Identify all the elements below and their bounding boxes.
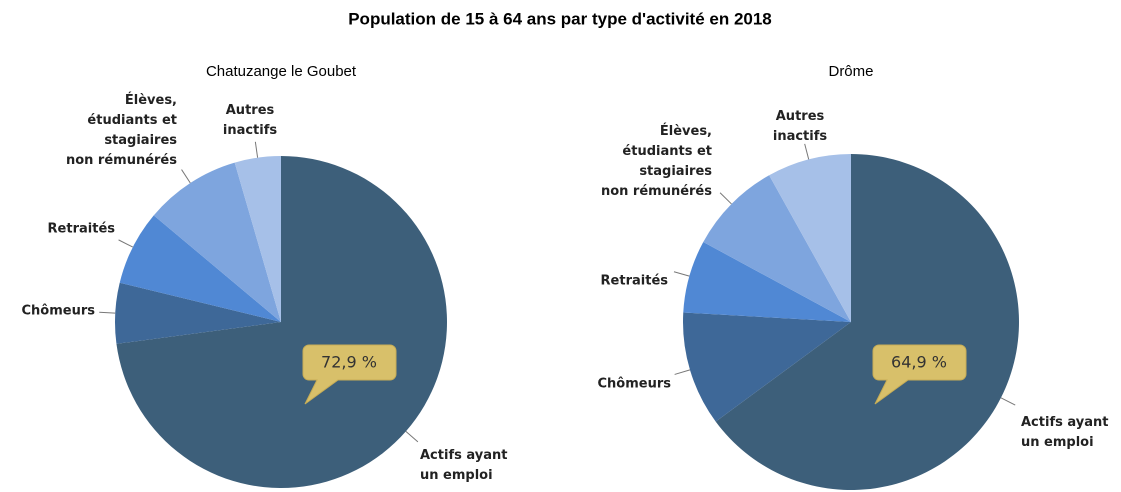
slice-label: Retraités: [601, 274, 669, 289]
leader-line: [804, 143, 810, 160]
pie-slice: [683, 241, 851, 322]
leader-line: [254, 141, 259, 158]
value-label: 72,9 %: [321, 353, 377, 372]
callout: [302, 344, 397, 405]
slice-label: Chômeurs: [598, 377, 672, 392]
callout: [872, 344, 967, 405]
pie-slice: [114, 282, 281, 344]
pie-title: Chatuzange le Goubet: [206, 63, 357, 80]
slice-label: Chômeurs: [22, 304, 96, 319]
leader-line: [1000, 397, 1016, 406]
pie-slice: [116, 156, 447, 488]
slice-label: Autres inactifs: [223, 103, 278, 138]
leader-line: [719, 192, 732, 205]
leader-line: [118, 239, 134, 248]
pie-title: Drôme: [828, 63, 873, 80]
pie-slice: [715, 154, 1019, 490]
pie-slice: [153, 162, 281, 322]
slice-label: Élèves, étudiants et stagiaires non rémunér…: [601, 123, 712, 199]
slice-label: Actifs ayant un emploi: [420, 448, 507, 483]
pie-slice: [683, 312, 851, 422]
pie-slice: [119, 215, 281, 322]
leader-line: [181, 169, 191, 184]
pie-slice: [769, 154, 851, 322]
slice-label: Actifs ayant un emploi: [1021, 415, 1108, 450]
slice-label: Autres inactifs: [773, 109, 828, 144]
pie-slice: [234, 156, 281, 322]
leader-line: [99, 311, 116, 314]
leader-line: [673, 271, 690, 277]
slice-label: Retraités: [48, 222, 116, 237]
leader-line: [405, 431, 419, 443]
slice-label: Élèves, étudiants et stagiaires non rémunér…: [66, 92, 177, 168]
pie-slice: [703, 175, 851, 322]
value-label: 64,9 %: [891, 353, 947, 372]
leader-line: [674, 369, 691, 375]
page-title: Population de 15 à 64 ans par type d'act…: [348, 9, 772, 28]
